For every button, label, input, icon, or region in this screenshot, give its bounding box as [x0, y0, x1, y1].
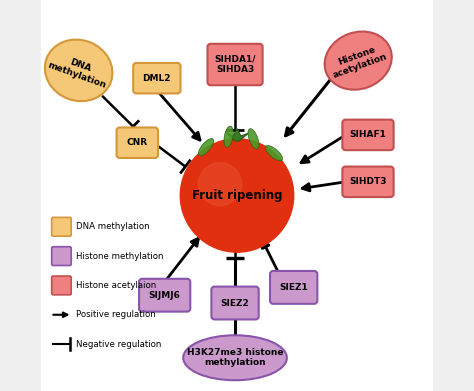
Text: SIHDA1/
SIHDA3: SIHDA1/ SIHDA3: [214, 55, 256, 74]
FancyBboxPatch shape: [211, 287, 259, 319]
Text: DML2: DML2: [143, 74, 171, 83]
Text: SIEZ2: SIEZ2: [221, 298, 249, 308]
Text: CNR: CNR: [127, 138, 148, 147]
Text: Fruit ripening: Fruit ripening: [192, 189, 282, 202]
Text: SIHDT3: SIHDT3: [349, 177, 387, 187]
FancyBboxPatch shape: [117, 127, 158, 158]
Text: Positive regulation: Positive regulation: [76, 310, 155, 319]
Polygon shape: [225, 129, 249, 141]
FancyBboxPatch shape: [52, 217, 71, 236]
FancyBboxPatch shape: [37, 0, 437, 391]
Text: H3K27me3 histone
methylation: H3K27me3 histone methylation: [187, 348, 283, 368]
Ellipse shape: [183, 335, 287, 380]
Ellipse shape: [45, 39, 112, 101]
Circle shape: [199, 163, 242, 206]
Text: SIEZ1: SIEZ1: [279, 283, 308, 292]
Ellipse shape: [248, 129, 259, 149]
Text: Histone methylation: Histone methylation: [76, 251, 164, 261]
FancyBboxPatch shape: [342, 120, 393, 150]
Text: Histone acetylaion: Histone acetylaion: [76, 281, 156, 290]
FancyBboxPatch shape: [270, 271, 318, 304]
Ellipse shape: [265, 145, 283, 161]
FancyBboxPatch shape: [52, 247, 71, 265]
Text: Histone
acetylation: Histone acetylation: [328, 42, 388, 79]
Text: SIHAF1: SIHAF1: [349, 130, 386, 140]
FancyBboxPatch shape: [342, 167, 393, 197]
Ellipse shape: [198, 138, 214, 156]
FancyBboxPatch shape: [133, 63, 181, 93]
Ellipse shape: [224, 126, 233, 147]
FancyBboxPatch shape: [139, 279, 190, 312]
Circle shape: [180, 139, 294, 252]
Text: SIJMJ6: SIJMJ6: [149, 291, 181, 300]
FancyBboxPatch shape: [52, 276, 71, 295]
Text: Negative regulation: Negative regulation: [76, 339, 161, 349]
FancyBboxPatch shape: [208, 44, 263, 85]
Text: DNA methylation: DNA methylation: [76, 222, 149, 231]
Text: DNA
methylation: DNA methylation: [46, 51, 111, 90]
Ellipse shape: [325, 32, 392, 90]
